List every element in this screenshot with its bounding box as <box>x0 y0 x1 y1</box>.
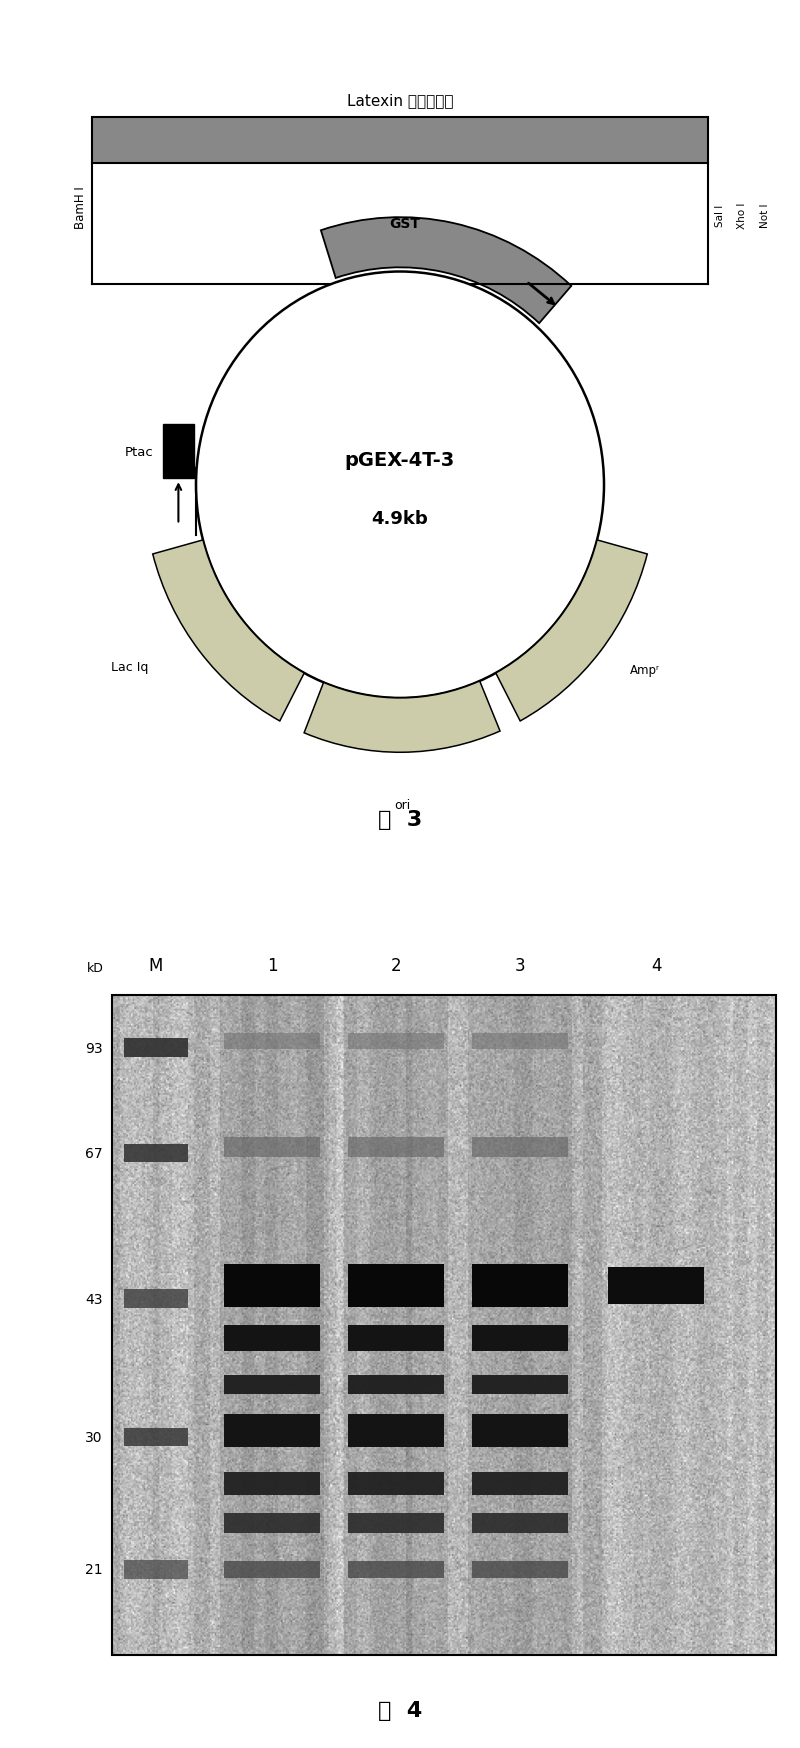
Text: BamH I: BamH I <box>74 187 86 229</box>
Bar <box>112 995 776 1655</box>
Bar <box>472 1033 568 1049</box>
Bar <box>348 1514 444 1533</box>
Text: 4: 4 <box>650 956 662 974</box>
Bar <box>608 1267 704 1304</box>
Text: 1: 1 <box>266 956 278 974</box>
Bar <box>92 117 708 164</box>
Wedge shape <box>153 540 304 722</box>
Wedge shape <box>496 540 647 722</box>
Bar <box>472 1561 568 1578</box>
Bar <box>472 1472 568 1495</box>
Bar <box>224 1033 320 1049</box>
Bar <box>348 1561 444 1578</box>
Text: Not I: Not I <box>760 205 770 229</box>
Wedge shape <box>304 682 500 753</box>
Bar <box>224 1472 320 1495</box>
Bar <box>472 1374 568 1395</box>
Text: 30: 30 <box>85 1430 102 1444</box>
Bar <box>348 1325 444 1351</box>
Bar <box>124 1428 188 1447</box>
Bar <box>472 1138 568 1157</box>
Bar <box>472 1414 568 1447</box>
Text: Latexin 读码框全长: Latexin 读码框全长 <box>346 93 454 108</box>
Bar <box>124 1145 188 1162</box>
Bar <box>224 1325 320 1351</box>
Bar <box>348 1264 444 1308</box>
Bar <box>468 995 572 1655</box>
Bar <box>220 995 324 1655</box>
Text: Xho I: Xho I <box>738 203 747 229</box>
Text: 21: 21 <box>85 1563 102 1577</box>
Text: kD: kD <box>87 961 104 974</box>
Text: ori: ori <box>394 799 410 811</box>
Text: 3: 3 <box>514 956 526 974</box>
Text: GST: GST <box>390 217 421 231</box>
Text: M: M <box>149 956 163 974</box>
Text: Sal I: Sal I <box>715 205 725 227</box>
Bar <box>348 1374 444 1395</box>
Text: 67: 67 <box>85 1147 102 1161</box>
Bar <box>472 1325 568 1351</box>
Text: 图  4: 图 4 <box>378 1699 422 1720</box>
Bar <box>224 1561 320 1578</box>
Bar <box>224 1414 320 1447</box>
Bar <box>472 1264 568 1308</box>
Bar <box>124 1038 188 1058</box>
Bar <box>224 1138 320 1157</box>
Bar <box>124 1290 188 1308</box>
Text: pGEX-4T-3: pGEX-4T-3 <box>345 451 455 470</box>
Wedge shape <box>321 218 571 323</box>
Bar <box>344 995 448 1655</box>
Text: 2: 2 <box>390 956 402 974</box>
Bar <box>124 1561 188 1578</box>
Bar <box>163 425 194 479</box>
Bar <box>348 1414 444 1447</box>
Text: Lac Iq: Lac Iq <box>111 661 149 675</box>
Text: 图  3: 图 3 <box>378 809 422 830</box>
Bar <box>348 1138 444 1157</box>
Bar <box>348 1472 444 1495</box>
Bar <box>472 1514 568 1533</box>
Bar <box>224 1514 320 1533</box>
Text: 4.9kb: 4.9kb <box>372 510 428 528</box>
Text: 43: 43 <box>85 1292 102 1306</box>
Bar <box>224 1374 320 1395</box>
Bar <box>348 1033 444 1049</box>
Text: Ampʳ: Ampʳ <box>630 664 660 676</box>
Bar <box>224 1264 320 1308</box>
Text: Ptac: Ptac <box>125 446 154 458</box>
Text: 93: 93 <box>85 1042 102 1056</box>
